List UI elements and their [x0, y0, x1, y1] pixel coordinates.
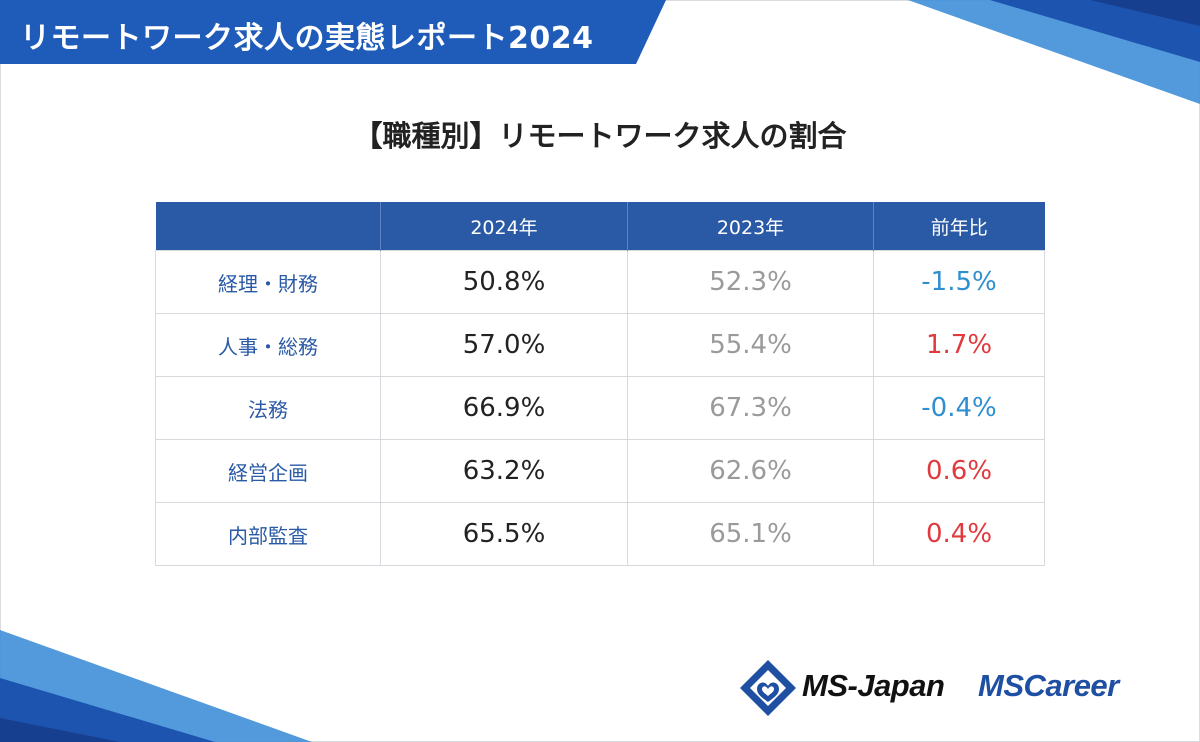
row-value-2024: 50.8% [380, 250, 628, 314]
row-category: 法務 [155, 376, 381, 440]
ms-japan-logo-icon [740, 660, 796, 716]
table-row: 内部監査 65.5% 65.1% 0.4% [155, 502, 1045, 566]
table-row: 人事・総務 57.0% 55.4% 1.7% [155, 313, 1045, 377]
row-value-2024: 66.9% [380, 376, 628, 440]
table-header-row: 2024年 2023年 前年比 [155, 202, 1045, 251]
header-category [155, 202, 381, 251]
header-2024: 2024年 [380, 202, 628, 251]
row-value-2023: 52.3% [627, 250, 874, 314]
header-2023: 2023年 [627, 202, 874, 251]
table-row: 経理・財務 50.8% 52.3% -1.5% [155, 250, 1045, 314]
chart-title: 【職種別】リモートワーク求人の割合 [353, 119, 847, 153]
row-change: -0.4% [873, 376, 1045, 440]
header-change: 前年比 [873, 202, 1045, 251]
report-title: リモートワーク求人の実態レポート2024 [20, 21, 594, 56]
table-row: 法務 66.9% 67.3% -0.4% [155, 376, 1045, 440]
row-category: 経理・財務 [155, 250, 381, 314]
remote-work-table: 2024年 2023年 前年比 経理・財務 50.8% 52.3% -1.5% … [155, 202, 1045, 566]
bottom-left-decoration [0, 630, 312, 742]
row-category: 内部監査 [155, 502, 381, 566]
row-category: 経営企画 [155, 439, 381, 503]
row-value-2023: 65.1% [627, 502, 874, 566]
row-value-2023: 55.4% [627, 313, 874, 377]
row-value-2024: 63.2% [380, 439, 628, 503]
ms-career-logo-text: MSCareer [978, 668, 1119, 703]
row-value-2023: 67.3% [627, 376, 874, 440]
row-value-2024: 65.5% [380, 502, 628, 566]
title-banner [0, 0, 666, 64]
row-category: 人事・総務 [155, 313, 381, 377]
row-value-2024: 57.0% [380, 313, 628, 377]
table-row: 経営企画 63.2% 62.6% 0.6% [155, 439, 1045, 503]
row-change: 0.4% [873, 502, 1045, 566]
ms-japan-logo-text: MS-Japan [802, 668, 945, 703]
row-change: -1.5% [873, 250, 1045, 314]
row-change: 0.6% [873, 439, 1045, 503]
row-change: 1.7% [873, 313, 1045, 377]
row-value-2023: 62.6% [627, 439, 874, 503]
top-right-decoration [908, 0, 1200, 104]
